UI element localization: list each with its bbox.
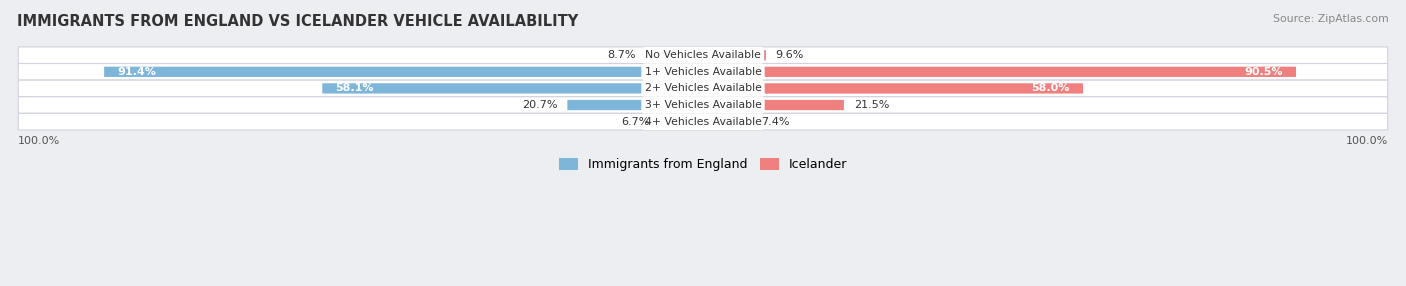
FancyBboxPatch shape [568,100,703,110]
FancyBboxPatch shape [18,80,1388,97]
Text: 21.5%: 21.5% [853,100,889,110]
Text: 9.6%: 9.6% [776,50,804,60]
FancyBboxPatch shape [703,100,844,110]
Text: 90.5%: 90.5% [1244,67,1282,77]
Text: 58.0%: 58.0% [1032,84,1070,94]
FancyBboxPatch shape [659,116,703,127]
Text: No Vehicles Available: No Vehicles Available [645,50,761,60]
FancyBboxPatch shape [645,50,703,60]
FancyBboxPatch shape [703,67,1296,77]
Legend: Immigrants from England, Icelander: Immigrants from England, Icelander [554,153,852,176]
FancyBboxPatch shape [18,113,1388,130]
FancyBboxPatch shape [322,83,703,94]
FancyBboxPatch shape [703,83,1083,94]
Text: 7.4%: 7.4% [761,117,790,127]
FancyBboxPatch shape [18,47,1388,63]
Text: 8.7%: 8.7% [607,50,636,60]
Text: 2+ Vehicles Available: 2+ Vehicles Available [644,84,762,94]
Text: 3+ Vehicles Available: 3+ Vehicles Available [644,100,762,110]
Text: 100.0%: 100.0% [1346,136,1388,146]
Text: 20.7%: 20.7% [522,100,558,110]
Text: Source: ZipAtlas.com: Source: ZipAtlas.com [1274,14,1389,24]
FancyBboxPatch shape [703,116,751,127]
FancyBboxPatch shape [104,67,703,77]
Text: 91.4%: 91.4% [117,67,156,77]
Text: 4+ Vehicles Available: 4+ Vehicles Available [644,117,762,127]
FancyBboxPatch shape [703,50,766,60]
Text: 100.0%: 100.0% [18,136,60,146]
Text: 58.1%: 58.1% [336,84,374,94]
Text: 6.7%: 6.7% [621,117,650,127]
FancyBboxPatch shape [18,63,1388,80]
Text: 1+ Vehicles Available: 1+ Vehicles Available [644,67,762,77]
FancyBboxPatch shape [18,97,1388,113]
Text: IMMIGRANTS FROM ENGLAND VS ICELANDER VEHICLE AVAILABILITY: IMMIGRANTS FROM ENGLAND VS ICELANDER VEH… [17,14,578,29]
